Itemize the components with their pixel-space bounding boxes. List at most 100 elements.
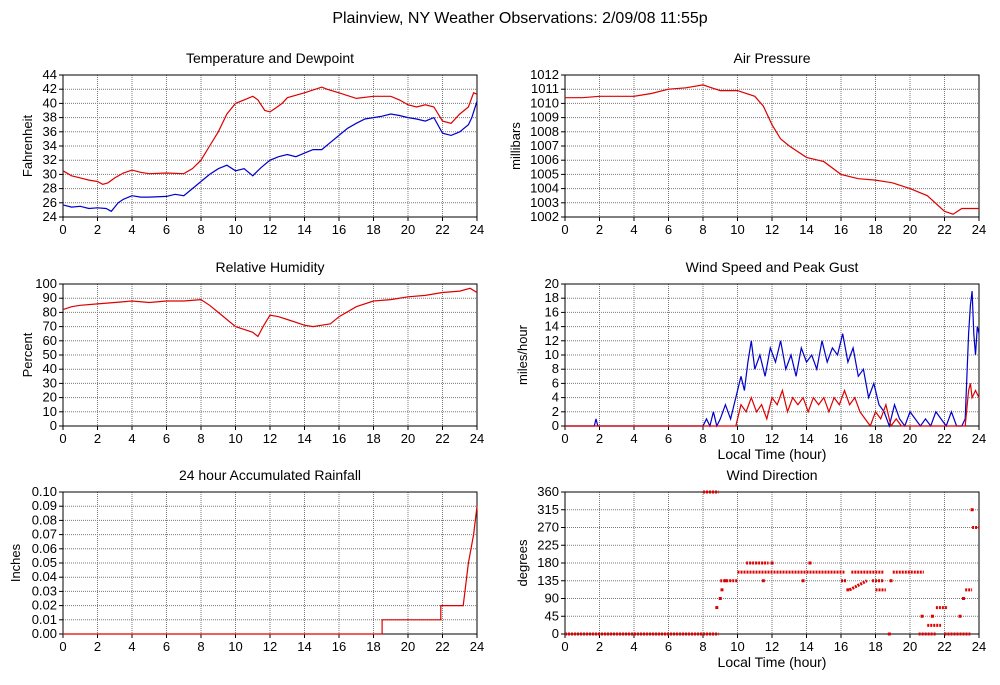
rain-xtick-label: 22 xyxy=(435,639,449,654)
wind_speed-xtick-label: 6 xyxy=(665,431,672,446)
wind_speed-xtick-label: 24 xyxy=(972,431,986,446)
rain-title: 24 hour Accumulated Rainfall xyxy=(179,467,361,483)
temp-ytick-label: 36 xyxy=(43,124,57,139)
wind_dir-point xyxy=(715,606,719,610)
wind_dir-point xyxy=(846,588,850,592)
humidity-ytick-label: 20 xyxy=(43,390,57,405)
rain-ytick-label: 0.08 xyxy=(32,512,57,527)
wind_dir-xtick-label: 6 xyxy=(665,639,672,654)
humidity-title: Relative Humidity xyxy=(216,259,325,275)
temp-ytick-label: 42 xyxy=(43,81,57,96)
wind_speed-ytick-label: 16 xyxy=(545,304,559,319)
temp-title: Temperature and Dewpoint xyxy=(186,50,354,66)
rain-series-0-line xyxy=(63,506,478,635)
humidity-xtick-label: 14 xyxy=(297,431,311,446)
wind_speed-xtick-label: 2 xyxy=(596,431,603,446)
wind_dir-point xyxy=(801,579,805,583)
temp-xtick-label: 0 xyxy=(59,222,66,237)
rain-ytick-label: 0.01 xyxy=(32,612,57,627)
humidity-xtick-label: 16 xyxy=(332,431,346,446)
temp-ytick-label: 40 xyxy=(43,95,57,110)
humidity-ytick-label: 90 xyxy=(43,290,57,305)
pressure-ytick-label: 1012 xyxy=(530,67,559,82)
wind_dir-point xyxy=(930,614,934,618)
wind_speed-title: Wind Speed and Peak Gust xyxy=(686,259,859,275)
wind_speed-xtick-label: 16 xyxy=(834,431,848,446)
pressure-ytick-label: 1008 xyxy=(530,124,559,139)
wind_speed-xtick-label: 0 xyxy=(561,431,568,446)
wind_dir-point-run xyxy=(848,579,868,592)
wind_speed-ytick-label: 18 xyxy=(545,290,559,305)
wind_speed-ytick-label: 6 xyxy=(552,375,559,390)
humidity-ytick-label: 10 xyxy=(43,404,57,419)
wind_dir-xtick-label: 18 xyxy=(868,639,882,654)
wind_dir-xtick-label: 2 xyxy=(596,639,603,654)
pressure-xtick-label: 24 xyxy=(972,222,986,237)
pressure-title: Air Pressure xyxy=(733,50,810,66)
rain-ytick-label: 0.06 xyxy=(32,541,57,556)
page-title: Plainview, NY Weather Observations: 2/09… xyxy=(332,10,707,27)
humidity-xtick-label: 12 xyxy=(263,431,277,446)
humidity-ytick-label: 80 xyxy=(43,304,57,319)
wind_dir-ytick-label: 315 xyxy=(537,502,559,517)
temp-xtick-label: 10 xyxy=(228,222,242,237)
pressure-ytick-label: 1007 xyxy=(530,138,559,153)
temp-xtick-label: 6 xyxy=(163,222,170,237)
temp-ytick-label: 38 xyxy=(43,110,57,125)
wind_dir-ylabel: degrees xyxy=(515,539,530,586)
wind_dir-xtick-label: 8 xyxy=(699,639,706,654)
temp-xtick-label: 14 xyxy=(297,222,311,237)
pressure-series-0-line xyxy=(565,84,979,215)
rain-xtick-label: 16 xyxy=(332,639,346,654)
wind_dir-xtick-label: 16 xyxy=(834,639,848,654)
humidity-ytick-label: 100 xyxy=(35,276,57,291)
humidity-ytick-label: 40 xyxy=(43,361,57,376)
wind_dir-xtick-label: 20 xyxy=(903,639,917,654)
humidity-ytick-label: 60 xyxy=(43,333,57,348)
temp-xtick-label: 18 xyxy=(366,222,380,237)
wind_dir-point xyxy=(920,614,924,618)
wind_speed-ytick-label: 0 xyxy=(552,418,559,433)
temp-series-1-line xyxy=(62,101,478,213)
pressure-ytick-label: 1009 xyxy=(530,110,559,125)
wind_dir-xtick-label: 24 xyxy=(972,639,986,654)
wind_dir-ytick-label: 45 xyxy=(545,608,559,623)
temp-ylabel: Fahrenheit xyxy=(20,115,35,178)
pressure-ytick-label: 1004 xyxy=(530,181,559,196)
humidity-ytick-label: 50 xyxy=(43,347,57,362)
wind_speed-series-0-line xyxy=(565,291,980,429)
rain-ytick-label: 0.00 xyxy=(32,626,57,641)
temp-ytick-label: 44 xyxy=(43,67,57,82)
rain-xtick-label: 14 xyxy=(297,639,311,654)
humidity-ylabel: Percent xyxy=(20,332,35,377)
wind_speed-xtick-label: 14 xyxy=(799,431,813,446)
humidity-xtick-label: 4 xyxy=(128,431,135,446)
rain-xtick-label: 0 xyxy=(59,639,66,654)
wind_speed-xlabel: Local Time (hour) xyxy=(718,446,827,462)
wind_dir-point xyxy=(808,561,812,565)
pressure-xtick-label: 4 xyxy=(630,222,637,237)
wind_speed-ytick-label: 14 xyxy=(545,319,559,334)
rain-ytick-label: 0.03 xyxy=(32,583,57,598)
pressure-xtick-label: 18 xyxy=(868,222,882,237)
wind_dir-ytick-label: 270 xyxy=(537,520,559,535)
temp-ytick-label: 24 xyxy=(43,209,57,224)
temp-ytick-label: 34 xyxy=(43,138,57,153)
pressure-ytick-label: 1005 xyxy=(530,166,559,181)
rain-ytick-label: 0.07 xyxy=(32,527,57,542)
humidity-xtick-label: 10 xyxy=(228,431,242,446)
wind_speed-xtick-label: 10 xyxy=(730,431,744,446)
rain-ytick-label: 0.02 xyxy=(32,598,57,613)
temp-ytick-label: 28 xyxy=(43,181,57,196)
wind_dir-xtick-label: 12 xyxy=(765,639,779,654)
pressure-xtick-label: 14 xyxy=(799,222,813,237)
pressure-ytick-label: 1011 xyxy=(531,81,559,96)
wind_speed-ytick-label: 20 xyxy=(545,276,559,291)
rain-ytick-label: 0.05 xyxy=(32,555,57,570)
humidity-xtick-label: 0 xyxy=(59,431,66,446)
wind_dir-point xyxy=(889,579,893,583)
